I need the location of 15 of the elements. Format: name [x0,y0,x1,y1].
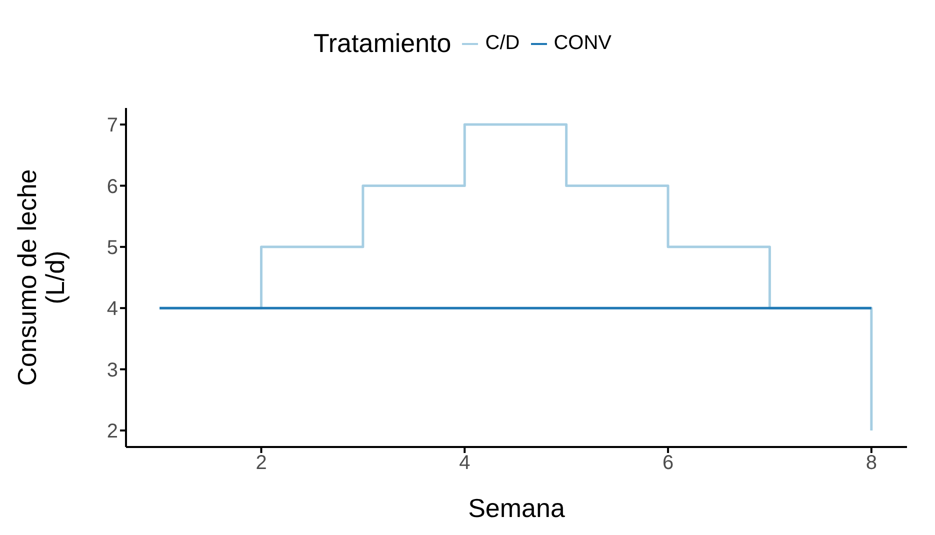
legend-title: Tratamiento [313,28,452,59]
y-tick-label: 3 [106,359,118,382]
x-tick-label: 8 [866,452,877,474]
y-tick-label: 7 [106,114,118,137]
legend-label: C/D [484,32,520,55]
legend-label: CONV [552,32,612,55]
x-tick-label: 6 [662,452,674,474]
y-tick-label: 6 [106,176,118,198]
x-axis-title: Semana [468,493,566,523]
y-tick-label: 4 [106,298,118,320]
x-tick-label: 4 [459,452,470,474]
y-tick-label: 2 [106,420,118,443]
x-tick-label: 2 [256,452,267,474]
y-axis-title: Consumo de leche (L/d) [12,169,70,386]
y-tick-label: 5 [106,237,118,260]
